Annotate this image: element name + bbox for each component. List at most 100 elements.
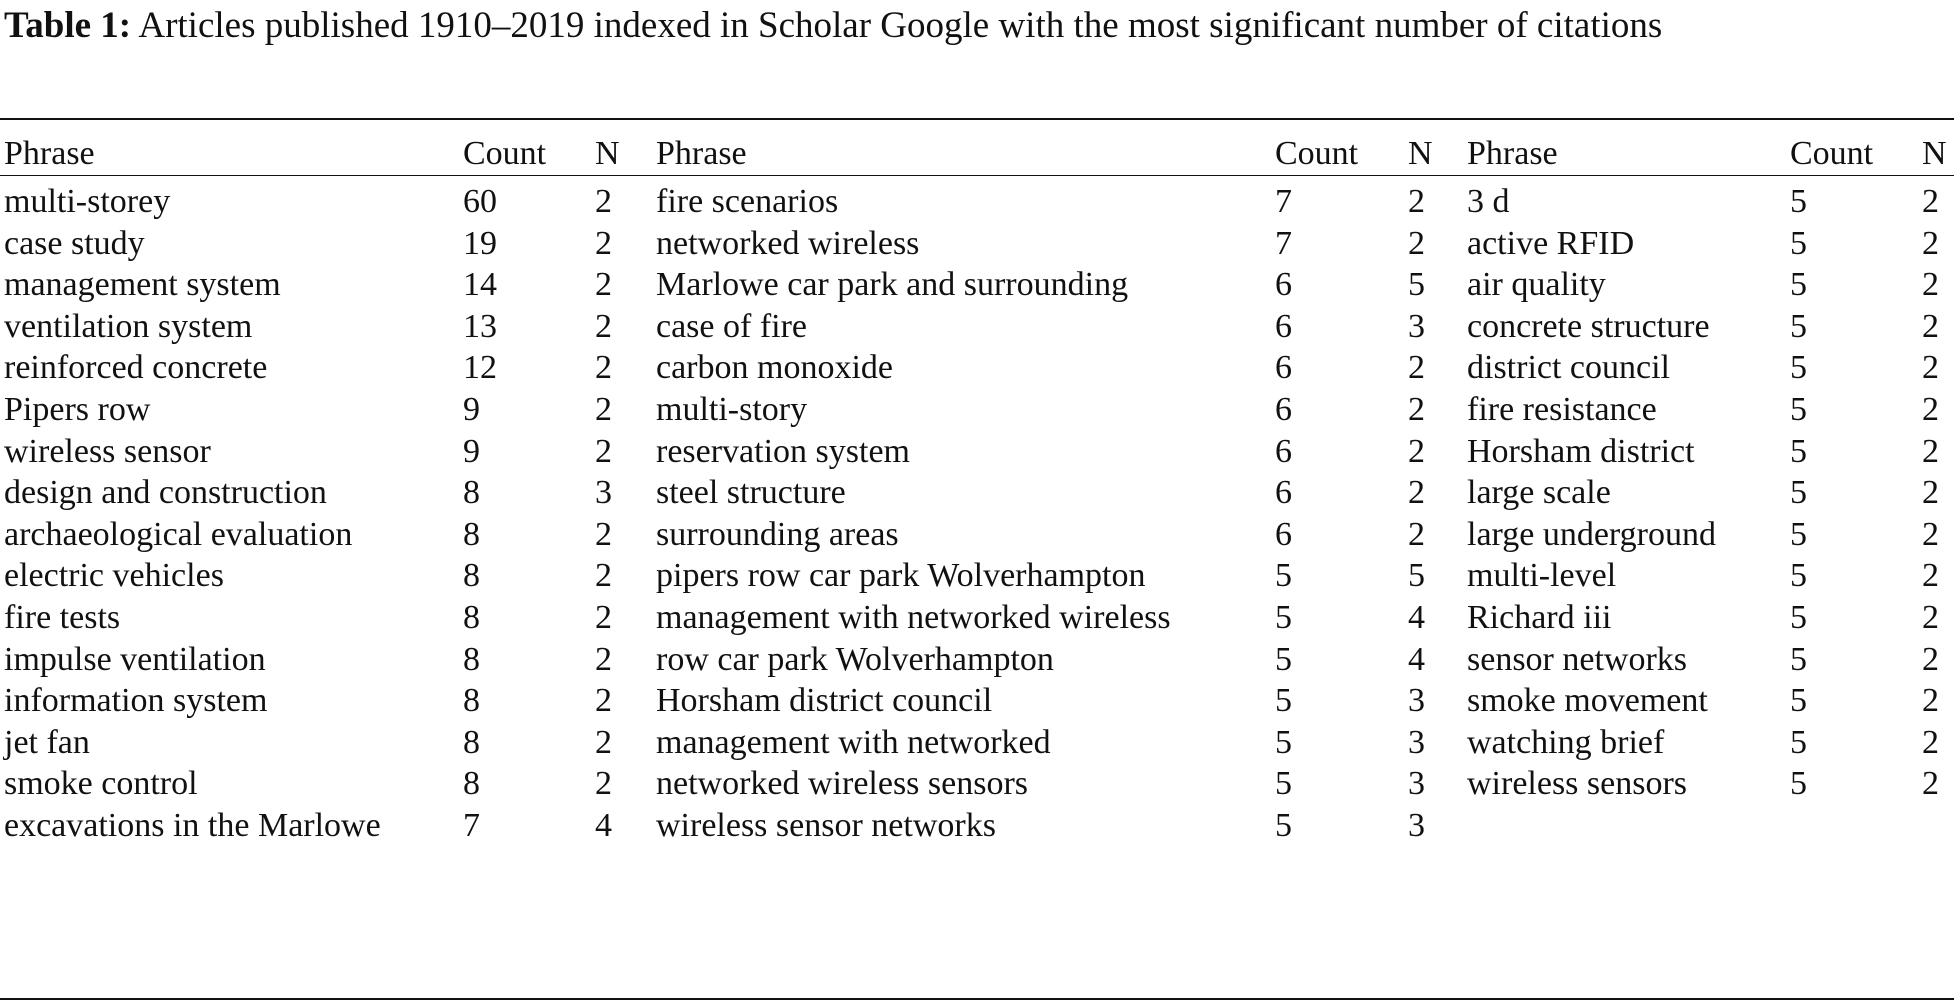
table-cell-count-3: 5	[1790, 349, 1807, 387]
table-cell-count-3: 5	[1790, 224, 1807, 262]
table-cell-phrase-1: jet fan	[4, 723, 90, 761]
table-cell-n-1: 2	[595, 682, 612, 720]
table-cell-phrase-1: multi-storey	[4, 183, 171, 220]
table-cell-count-1: 8	[463, 599, 480, 636]
table-cell-phrase-2: management with networked wireless	[656, 599, 1171, 636]
header-count-3: Count	[1790, 135, 1874, 172]
table-cell-n-3: 2	[1922, 183, 1939, 220]
table-cell-n-2: 2	[1408, 391, 1425, 428]
table-cell-count-3: 5	[1790, 391, 1807, 428]
table-cell-phrase-2: wireless sensor networks	[656, 807, 996, 844]
table-cell-phrase-1: ventilation system	[4, 307, 253, 345]
table-caption-text: Articles published 1910–2019 indexed in …	[138, 5, 1663, 46]
table-cell-count-2: 6	[1275, 349, 1292, 387]
table-cell-n-1: 2	[595, 266, 612, 304]
table-cell-count-2: 5	[1275, 723, 1292, 761]
table-cell-n-2: 3	[1408, 723, 1425, 761]
table-cell-count-2: 5	[1275, 682, 1292, 720]
table-cell-phrase-2: surrounding areas	[656, 515, 899, 553]
table-cell-count-2: 5	[1275, 640, 1292, 678]
table-cell-count-1: 8	[463, 682, 480, 720]
table-cell-n-2: 3	[1408, 765, 1425, 803]
header-phrase-1: Phrase	[4, 135, 95, 172]
table-cell-n-2: 2	[1408, 349, 1425, 387]
table-cell-phrase-2: multi-story	[656, 391, 808, 428]
table-top-rule	[0, 118, 1954, 120]
table-cell-phrase-3: wireless sensors	[1467, 765, 1688, 803]
header-n-2: N	[1408, 135, 1433, 172]
table-cell-count-1: 7	[463, 807, 480, 844]
table-cell-phrase-1: reinforced concrete	[4, 349, 268, 387]
table-cell-n-1: 2	[595, 515, 612, 553]
table-cell-n-3: 2	[1922, 391, 1939, 428]
table-caption: Table 1: Articles published 1910–2019 in…	[4, 2, 1944, 50]
table-cell-n-2: 2	[1408, 474, 1425, 512]
table-row: electric vehicles 8 2 pipers row car park W…	[0, 550, 1954, 602]
table-cell-n-3: 2	[1922, 682, 1939, 720]
table-row: management system 14 2 Marlowe car park and…	[0, 259, 1954, 311]
table-cell-n-1: 2	[595, 599, 612, 636]
table-cell-count-3: 5	[1790, 307, 1807, 345]
table-cell-phrase-3: Richard iii	[1467, 599, 1612, 636]
table-cell-n-1: 4	[595, 807, 612, 844]
table-cell-n-2: 5	[1408, 266, 1425, 304]
table-cell-n-3: 2	[1922, 557, 1939, 595]
table-cell-count-2: 5	[1275, 557, 1292, 595]
table-cell-n-3: 2	[1922, 432, 1939, 470]
table-cell-n-1: 2	[595, 224, 612, 262]
table-cell-n-2: 3	[1408, 307, 1425, 345]
table-cell-count-2: 5	[1275, 765, 1292, 803]
table-cell-phrase-1: design and construction	[4, 474, 327, 512]
table-cell-count-3: 5	[1790, 266, 1807, 304]
table-cell-phrase-3: 3 d	[1467, 183, 1510, 220]
table-cell-phrase-2: reservation system	[656, 432, 910, 470]
table-cell-n-1: 2	[595, 391, 612, 428]
table-cell-count-2: 5	[1275, 599, 1292, 636]
table-cell-phrase-1: fire tests	[4, 599, 121, 636]
table-cell-phrase-1: electric vehicles	[4, 557, 224, 595]
header-n-1: N	[595, 135, 620, 172]
table-cell-count-1: 13	[463, 307, 497, 345]
table-row: fire tests 8 2 management with networked wi…	[0, 592, 1954, 644]
table-cell-phrase-3: multi-level	[1467, 557, 1617, 595]
table-cell-phrase-2: Marlowe car park and surrounding	[656, 266, 1129, 304]
table-cell-n-1: 2	[595, 307, 612, 345]
table-cell-phrase-3: Horsham district	[1467, 432, 1695, 470]
table-row: wireless sensor 9 2 reservation system 6 2 Hor…	[0, 426, 1954, 478]
table-cell-phrase-3: watching brief	[1467, 723, 1665, 761]
table-cell-phrase-2: networked wireless sensors	[656, 765, 1029, 803]
table-header-row: Phrase Count N Phrase Count N Phrase Cou…	[0, 128, 1954, 180]
table-cell-n-3: 2	[1922, 474, 1939, 512]
header-count-2: Count	[1275, 135, 1359, 172]
table-cell-count-3: 5	[1790, 765, 1807, 803]
table-cell-phrase-2: carbon monoxide	[656, 349, 893, 387]
table-cell-count-2: 6	[1275, 515, 1292, 553]
table-cell-count-2: 6	[1275, 474, 1292, 512]
table-cell-count-2: 5	[1275, 807, 1292, 844]
table-row: case study 19 2 networked wireless 7 2 active …	[0, 218, 1954, 270]
table-cell-n-2: 4	[1408, 640, 1425, 678]
table-cell-n-2: 5	[1408, 557, 1425, 595]
table-cell-n-1: 2	[595, 723, 612, 761]
table-row: design and construction 8 3 steel structure…	[0, 467, 1954, 519]
table-cell-phrase-1: archaeological evaluation	[4, 515, 353, 553]
table-bottom-rule	[0, 998, 1954, 1000]
table-row: Pipers row 9 2 multi-story 6 2 fire resistance…	[0, 384, 1954, 436]
table-cell-count-1: 8	[463, 640, 480, 678]
table-cell-phrase-3: active RFID	[1467, 224, 1635, 262]
table-cell-count-1: 8	[463, 474, 480, 512]
table-cell-count-2: 7	[1275, 183, 1292, 220]
table-cell-count-3: 5	[1790, 432, 1807, 470]
table-cell-n-3: 2	[1922, 723, 1939, 761]
table-caption-label: Table 1:	[4, 5, 132, 46]
table-cell-phrase-1: smoke control	[4, 765, 198, 803]
table-header-rule	[0, 175, 1954, 176]
table-cell-n-1: 2	[595, 557, 612, 595]
table-cell-count-1: 9	[463, 432, 480, 470]
table-row: ventilation system 13 2 case of fire 6 3 concr…	[0, 301, 1954, 353]
table-cell-n-2: 3	[1408, 807, 1425, 844]
table-cell-n-2: 2	[1408, 515, 1425, 553]
table-cell-phrase-1: information system	[4, 682, 268, 720]
table-cell-phrase-1: case study	[4, 224, 145, 262]
table-cell-n-3: 2	[1922, 307, 1939, 345]
